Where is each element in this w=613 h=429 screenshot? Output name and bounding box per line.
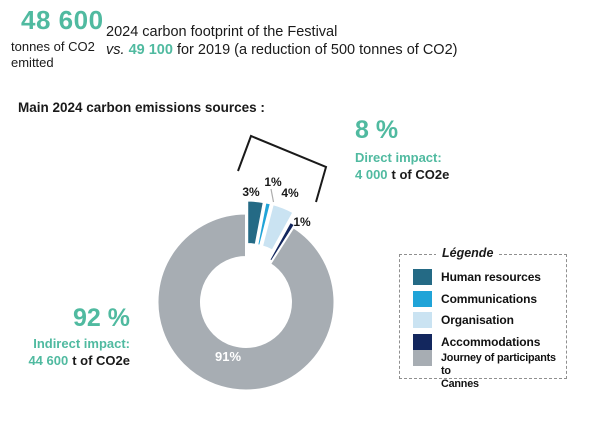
direct-impact-callout: 8 % Direct impact: 4 000 t of CO2e	[355, 116, 449, 183]
indirect-impact-pct: 92 %	[73, 304, 130, 332]
headline-line1: 2024 carbon footprint of the Festival	[106, 24, 338, 40]
pie-slice-organisation	[260, 202, 295, 252]
legend-label-communications: Communications	[441, 291, 537, 306]
legend-label-organisation: Organisation	[441, 313, 514, 327]
slice-label-human-resources: 3%	[242, 185, 260, 199]
total-emissions-2024: 48 600	[21, 5, 104, 35]
direct-impact-pct: 8 %	[355, 116, 399, 144]
direct-impact-value: 4 000	[355, 167, 388, 182]
legend-item-communications: Communications	[413, 290, 566, 307]
slice-label-accommodations: 1%	[293, 215, 311, 229]
legend-title: Légende	[436, 246, 500, 260]
legend-label-journey: Journey of participants to Cannes	[441, 351, 556, 390]
slice-label-communications: 1%	[264, 175, 282, 189]
total-emissions-2019: 49 100	[128, 41, 173, 58]
direct-impact-label: Direct impact:	[355, 150, 442, 165]
legend-item-journey: Journey of participants to Cannes	[413, 349, 566, 391]
label-leader-line	[270, 188, 275, 203]
legend-swatch-communications	[413, 290, 432, 307]
legend-item-accommodations: Accommodations	[413, 333, 566, 350]
headline-line2-rest: for 2019 (a reduction of 500 tonnes of C…	[172, 41, 458, 58]
legend-label-accommodations: Accommodations	[441, 334, 541, 349]
total-emissions-unit: tonnes of CO2 emitted	[11, 39, 95, 70]
slice-label-organisation: 4%	[281, 186, 299, 200]
indirect-impact-unit: t of CO2e	[72, 353, 130, 368]
indirect-impact-value-line: 44 600 t of CO2e	[8, 353, 130, 369]
direct-impact-unit: t of CO2e	[391, 167, 450, 182]
headline: 2024 carbon footprint of the Festival vs…	[106, 24, 457, 59]
legend-swatch-accommodations	[413, 333, 432, 350]
pie-slice-communications	[256, 201, 273, 247]
legend-swatch-human-resources	[413, 269, 432, 285]
section-title: Main 2024 carbon emissions sources :	[18, 100, 265, 115]
legend-label-human-resources: Human resources	[441, 270, 541, 284]
indirect-impact-callout: 92 % Indirect impact: 44 600 t of CO2e	[8, 304, 130, 369]
legend-box: Légende Human resources Communications O…	[399, 246, 567, 390]
headline-line2: vs. 49 100 for 2019 (a reduction of 500 …	[106, 42, 457, 60]
indirect-impact-label: Indirect impact:	[33, 336, 130, 351]
legend-swatch-journey	[413, 349, 432, 366]
legend-swatch-organisation	[413, 312, 432, 328]
direct-impact-value-line: 4 000 t of CO2e	[355, 167, 449, 183]
vs-text: vs.	[106, 41, 125, 58]
pie-slice-journey-of-participants-to-cannes	[156, 212, 336, 392]
indirect-impact-value: 44 600	[28, 353, 69, 368]
legend-rows: Human resources Communications Organisat…	[400, 255, 566, 391]
legend-item-human-resources: Human resources	[413, 269, 566, 285]
slice-label-journey: 91%	[215, 349, 241, 364]
pie-slice-human-resources	[246, 199, 265, 247]
donut-slices	[156, 199, 336, 392]
legend-item-organisation: Organisation	[413, 312, 566, 328]
callout-bracket	[237, 134, 328, 203]
